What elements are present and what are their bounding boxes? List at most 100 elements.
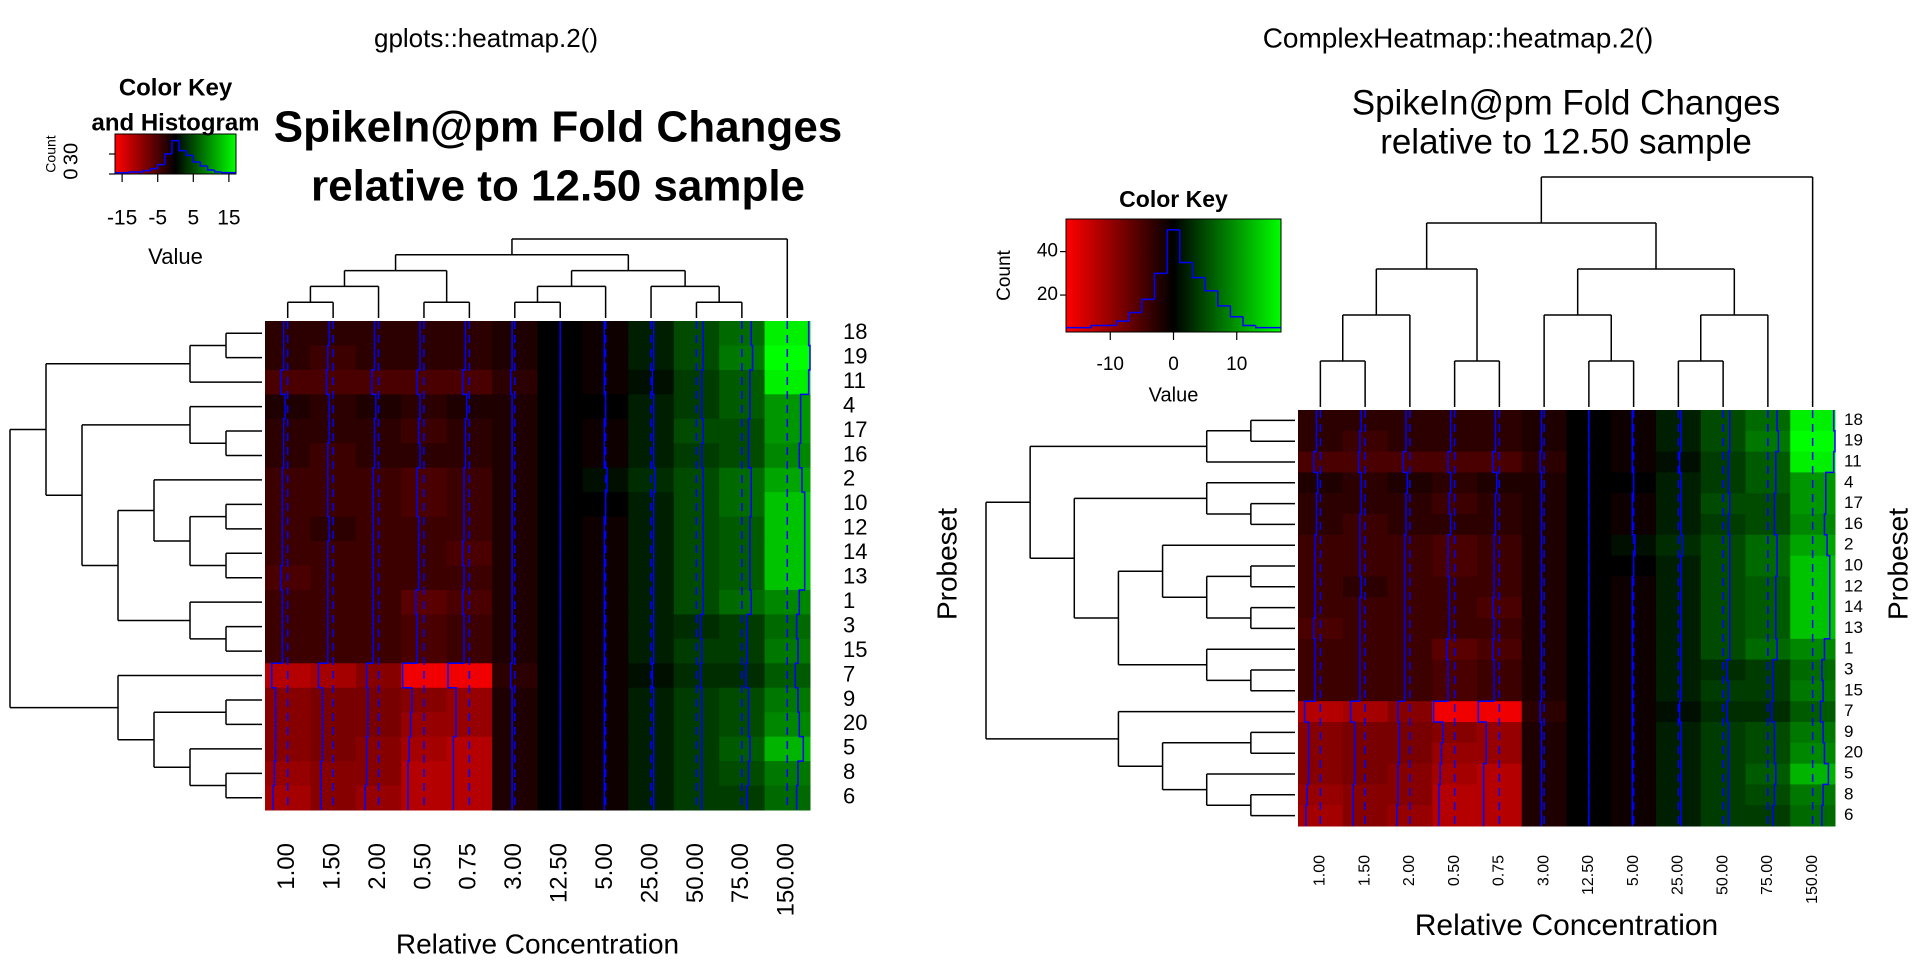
row-label: 11 bbox=[843, 368, 866, 393]
heatmap-cell bbox=[1700, 805, 1746, 827]
trace-line bbox=[1349, 410, 1362, 826]
heatmap-cell bbox=[1477, 805, 1523, 827]
histogram-step bbox=[1153, 272, 1168, 300]
column-label: 1.00 bbox=[273, 843, 300, 890]
heatmap-cell bbox=[1790, 451, 1836, 473]
dendrogram-branch bbox=[511, 238, 789, 318]
histogram-step bbox=[221, 171, 229, 174]
histogram-step bbox=[1115, 320, 1130, 326]
column-label: 3.00 bbox=[1535, 855, 1552, 886]
heatmap-cell bbox=[1656, 576, 1702, 598]
heatmap-cell bbox=[1611, 659, 1657, 681]
heatmap-cell bbox=[1656, 805, 1702, 827]
heatmap-cell bbox=[1477, 451, 1523, 473]
key-y-tick-label: 0 bbox=[60, 168, 82, 179]
trace-line bbox=[447, 321, 468, 810]
row-label: 7 bbox=[1844, 701, 1853, 720]
heatmap-cell bbox=[1611, 534, 1657, 557]
row-label: 7 bbox=[843, 661, 855, 686]
key-y-label: Count bbox=[43, 135, 59, 172]
histogram-step bbox=[206, 166, 215, 171]
histogram-step bbox=[142, 169, 151, 172]
dendrogram-branch bbox=[1425, 222, 1657, 269]
histogram-step bbox=[1090, 324, 1104, 328]
heatmap-cell bbox=[1342, 805, 1388, 827]
heatmap-cell bbox=[1298, 576, 1344, 598]
heatmap-cell bbox=[1342, 534, 1388, 557]
heatmap-cell bbox=[1477, 534, 1523, 557]
heatmap-cell bbox=[1477, 410, 1523, 432]
column-label: 75.00 bbox=[1759, 855, 1776, 895]
heatmap-cell bbox=[1477, 576, 1523, 598]
heatmap-cell bbox=[1745, 659, 1791, 681]
dendrogram-branch bbox=[1453, 360, 1501, 407]
column-label: 0.75 bbox=[1491, 855, 1508, 886]
heatmap-cell bbox=[1745, 451, 1791, 473]
heatmap-cell bbox=[1745, 410, 1791, 432]
heatmap-cell bbox=[1611, 576, 1657, 598]
dendrogram-branch bbox=[1250, 502, 1295, 526]
key-x-label: Value bbox=[148, 244, 203, 269]
heatmap-cell bbox=[1298, 805, 1344, 827]
heatmap-cell bbox=[1477, 618, 1523, 640]
column-label: 50.00 bbox=[682, 843, 709, 903]
heatmap-cell bbox=[1387, 410, 1433, 432]
dendrogram-branch bbox=[117, 674, 262, 741]
row-label: 19 bbox=[843, 343, 867, 368]
column-label: 5.00 bbox=[1625, 855, 1642, 886]
heatmap-cell bbox=[1611, 451, 1657, 473]
key-colorbar bbox=[1065, 218, 1282, 333]
histogram-step bbox=[1217, 290, 1231, 307]
heatmap-cell bbox=[1342, 410, 1388, 432]
heatmap-cell bbox=[1387, 805, 1433, 827]
heatmap-cell bbox=[1700, 451, 1746, 473]
column-label: 2.00 bbox=[364, 843, 391, 890]
heatmap-cell bbox=[1700, 534, 1746, 557]
dendrogram-branch bbox=[1205, 575, 1251, 619]
heatmap-cell bbox=[1521, 805, 1567, 827]
heatmap-cell bbox=[1432, 493, 1478, 515]
row-label: 16 bbox=[1844, 514, 1863, 533]
column-label: 1.50 bbox=[1356, 855, 1373, 886]
heatmap-cell bbox=[1387, 659, 1433, 681]
key-title: and Histogram bbox=[91, 109, 259, 136]
heatmap-cell bbox=[1342, 659, 1388, 681]
dendrogram-branch bbox=[1677, 360, 1724, 407]
dendrogram-branch bbox=[394, 254, 630, 271]
trace-line bbox=[1678, 410, 1684, 826]
row-label: 4 bbox=[1844, 472, 1853, 491]
dendrogram-branch bbox=[1073, 497, 1207, 619]
dendrogram-branch bbox=[189, 515, 226, 567]
heatmap-cell bbox=[1521, 618, 1567, 640]
heatmap-cell bbox=[1656, 659, 1702, 681]
histogram-step bbox=[213, 170, 222, 173]
row-label: 15 bbox=[1844, 680, 1863, 699]
column-label: 12.50 bbox=[1580, 855, 1597, 895]
row-label: 3 bbox=[1844, 659, 1853, 678]
row-label: 10 bbox=[843, 490, 867, 515]
column-label: 3.00 bbox=[500, 843, 527, 890]
heatmap-cell bbox=[1790, 618, 1836, 640]
column-label: 5.00 bbox=[591, 843, 618, 890]
histogram-step bbox=[185, 150, 194, 157]
dendrogram-branch bbox=[570, 269, 686, 287]
chart-title: gplots::heatmap.2() bbox=[374, 23, 598, 53]
heatmap-cell bbox=[1745, 618, 1791, 640]
main-title: SpikeIn@pm Fold Changes bbox=[1352, 83, 1781, 122]
key-title: Color Key bbox=[119, 74, 233, 101]
heatmap-cell bbox=[1656, 451, 1702, 473]
row-label: 11 bbox=[1844, 451, 1862, 470]
dendrogram-branch bbox=[1576, 268, 1736, 315]
heatmap-cell bbox=[1432, 451, 1478, 473]
heatmap-cell bbox=[1432, 410, 1478, 432]
row-label: 17 bbox=[843, 417, 867, 442]
row-label: 8 bbox=[1844, 784, 1853, 803]
main-title: relative to 12.50 sample bbox=[311, 162, 805, 211]
heatmap-cell bbox=[1790, 534, 1836, 557]
y-axis-label: Probeset bbox=[931, 508, 962, 620]
key-x-tick-label: -15 bbox=[107, 207, 137, 230]
row-label: 13 bbox=[1844, 618, 1863, 637]
row-label: 1 bbox=[843, 588, 855, 613]
dendrogram-branch bbox=[225, 699, 262, 726]
heatmap-cell bbox=[1387, 493, 1433, 515]
